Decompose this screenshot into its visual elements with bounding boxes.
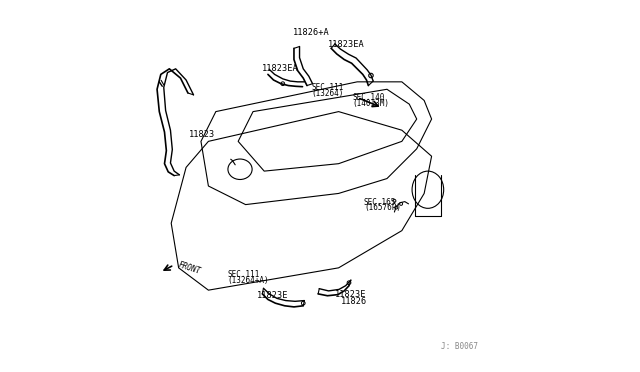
Text: SEC.140: SEC.140 xyxy=(353,93,385,102)
Text: (16576P): (16576P) xyxy=(364,203,401,212)
Text: 11823EA: 11823EA xyxy=(262,64,299,73)
Text: (14013M): (14013M) xyxy=(353,99,390,108)
Text: J: B0067: J: B0067 xyxy=(441,342,478,351)
Text: (13264): (13264) xyxy=(312,89,344,98)
Text: SEC.111: SEC.111 xyxy=(228,270,260,279)
Text: (13264+A): (13264+A) xyxy=(228,276,269,285)
Text: SEC.111: SEC.111 xyxy=(312,83,344,92)
Text: 11826+A: 11826+A xyxy=(292,28,329,37)
Text: 11823E: 11823E xyxy=(335,290,366,299)
Text: 11823: 11823 xyxy=(189,130,215,139)
Text: 11823E: 11823E xyxy=(257,291,288,300)
Text: FRONT: FRONT xyxy=(177,260,202,276)
Text: 11823EA: 11823EA xyxy=(328,40,364,49)
Text: 11826: 11826 xyxy=(340,297,367,306)
Text: SEC.165: SEC.165 xyxy=(364,198,396,206)
